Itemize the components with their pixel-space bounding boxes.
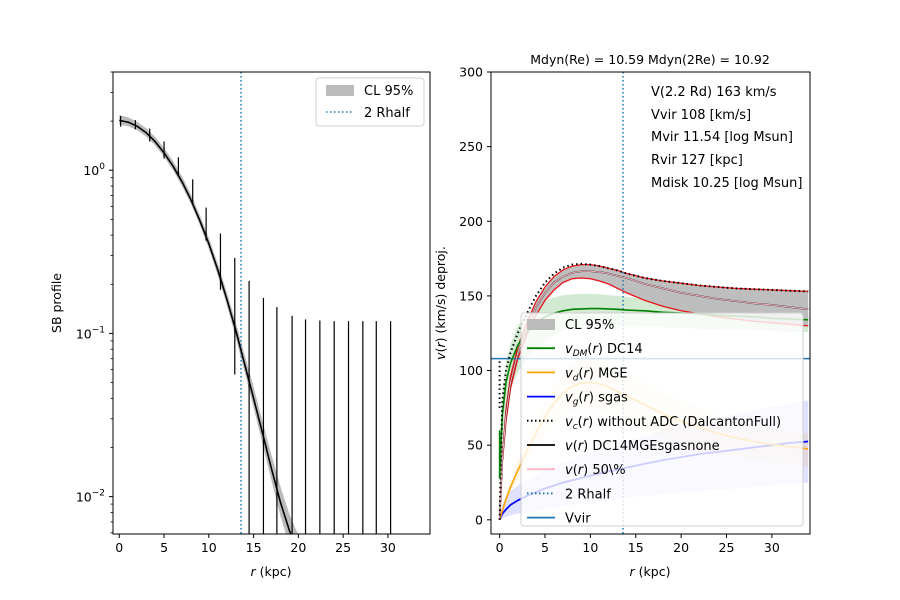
rc-x-tick-label: 15	[628, 540, 644, 555]
rc-legend-label-5: v(r) DC14MGEsgasnone	[565, 439, 720, 454]
sb-x-tick-label: 0	[115, 540, 123, 555]
rc-legend-label-6: v(r) 50\%	[565, 463, 626, 478]
sb-x-ticks: 0 5 10 15 20 25 30	[115, 534, 396, 555]
rc-y-tick-label: 100	[459, 363, 483, 378]
sb-plot-area	[119, 72, 392, 534]
rc-legend-label-7: 2 Rhalf	[565, 487, 611, 502]
sb-y-ticks: 100 10−1 10−2	[76, 71, 113, 534]
rc-series-vc-without-adc	[498, 262, 809, 520]
annotation-rvir: Rvir 127 [kpc]	[651, 153, 743, 168]
rc-legend-swatch-0	[527, 319, 555, 330]
annotation-vvir: Vvir 108 [km/s]	[651, 108, 751, 123]
rc-axes-frame	[490, 71, 811, 535]
sb-legend-swatch-cl95	[326, 85, 354, 96]
sb-x-tick-label: 5	[160, 540, 168, 555]
rc-y-tick-label: 0	[475, 512, 483, 527]
rc-y-ticks: 0 50 100 150 200 250 300	[459, 65, 491, 527]
sb-x-axis-label: r (kpc)	[251, 564, 292, 579]
rc-x-ticks: 0 5 10 15 20 25 30	[496, 534, 780, 555]
sb-legend: CL 95% 2 Rhalf	[315, 77, 425, 127]
sb-cl95-band	[119, 115, 298, 534]
sb-y-axis-label: SB profile	[49, 273, 64, 333]
rc-x-tick-label: 20	[673, 540, 689, 555]
rc-legend-label-1: vDM(r) DC14	[565, 342, 643, 359]
sb-x-tick-label: 20	[290, 540, 306, 555]
sb-model-curve	[119, 119, 292, 534]
rc-annotations: V(2.2 Rd) 163 km/s Vvir 108 [km/s] Mvir …	[651, 85, 802, 191]
rc-x-axis-label: r (kpc)	[630, 564, 671, 579]
rc-x-tick-label: 10	[582, 540, 598, 555]
sb-axes-frame	[112, 71, 431, 535]
rc-y-tick-label: 150	[459, 288, 483, 303]
rc-x-tick-label: 30	[764, 540, 780, 555]
rc-y-axis-label: v(r) (km/s) deproj.	[433, 246, 448, 360]
rc-y-tick-label: 200	[459, 214, 483, 229]
sb-x-tick-label: 15	[246, 540, 262, 555]
annotation-mvir: Mvir 11.54 [log Msun]	[651, 130, 793, 145]
annotation-v22rd: V(2.2 Rd) 163 km/s	[651, 85, 777, 100]
rc-legend-label-8: Vvir	[565, 512, 591, 527]
sb-legend-label-2rhalf: 2 Rhalf	[364, 106, 410, 121]
rc-legend: CL 95% vDM(r) DC14 vd(r) MGE vg(r) sgas vc(r…	[520, 312, 804, 527]
rc-legend-label-0: CL 95%	[565, 318, 614, 333]
annotation-mdisk: Mdisk 10.25 [log Msun]	[651, 176, 802, 191]
rc-legend-label-2: vd(r) MGE	[565, 366, 628, 383]
rc-legend-label-4: vc(r) without ADC (DalcantonFull)	[565, 415, 781, 432]
rc-x-tick-label: 5	[541, 540, 549, 555]
sb-x-tick-label: 25	[335, 540, 351, 555]
rc-y-tick-label: 250	[459, 139, 483, 154]
sb-y-tick-label: 10−2	[76, 489, 105, 505]
rc-legend-box	[520, 312, 804, 527]
rc-x-tick-label: 25	[719, 540, 735, 555]
rc-y-tick-label: 50	[467, 438, 483, 453]
sb-legend-label-cl95: CL 95%	[364, 84, 413, 99]
sb-profile-panel: 0 5 10 15 20 25 30 100 10−1 10−2 r (kpc) SB prof…	[49, 71, 431, 579]
rc-y-tick-label: 300	[459, 65, 483, 80]
rc-title: Mdyn(Re) = 10.59 Mdyn(2Re) = 10.92	[530, 52, 770, 67]
rc-x-tick-label: 0	[496, 540, 504, 555]
sb-x-tick-label: 10	[201, 540, 217, 555]
sb-y-tick-label: 10−1	[76, 325, 105, 341]
rc-legend-label-3: vg(r) sgas	[565, 391, 628, 408]
sb-y-tick-label: 100	[83, 162, 105, 178]
rotation-curve-panel: Mdyn(Re) = 10.59 Mdyn(2Re) = 10.92 0 5 10 1…	[433, 52, 811, 579]
sb-x-tick-label: 30	[380, 540, 396, 555]
